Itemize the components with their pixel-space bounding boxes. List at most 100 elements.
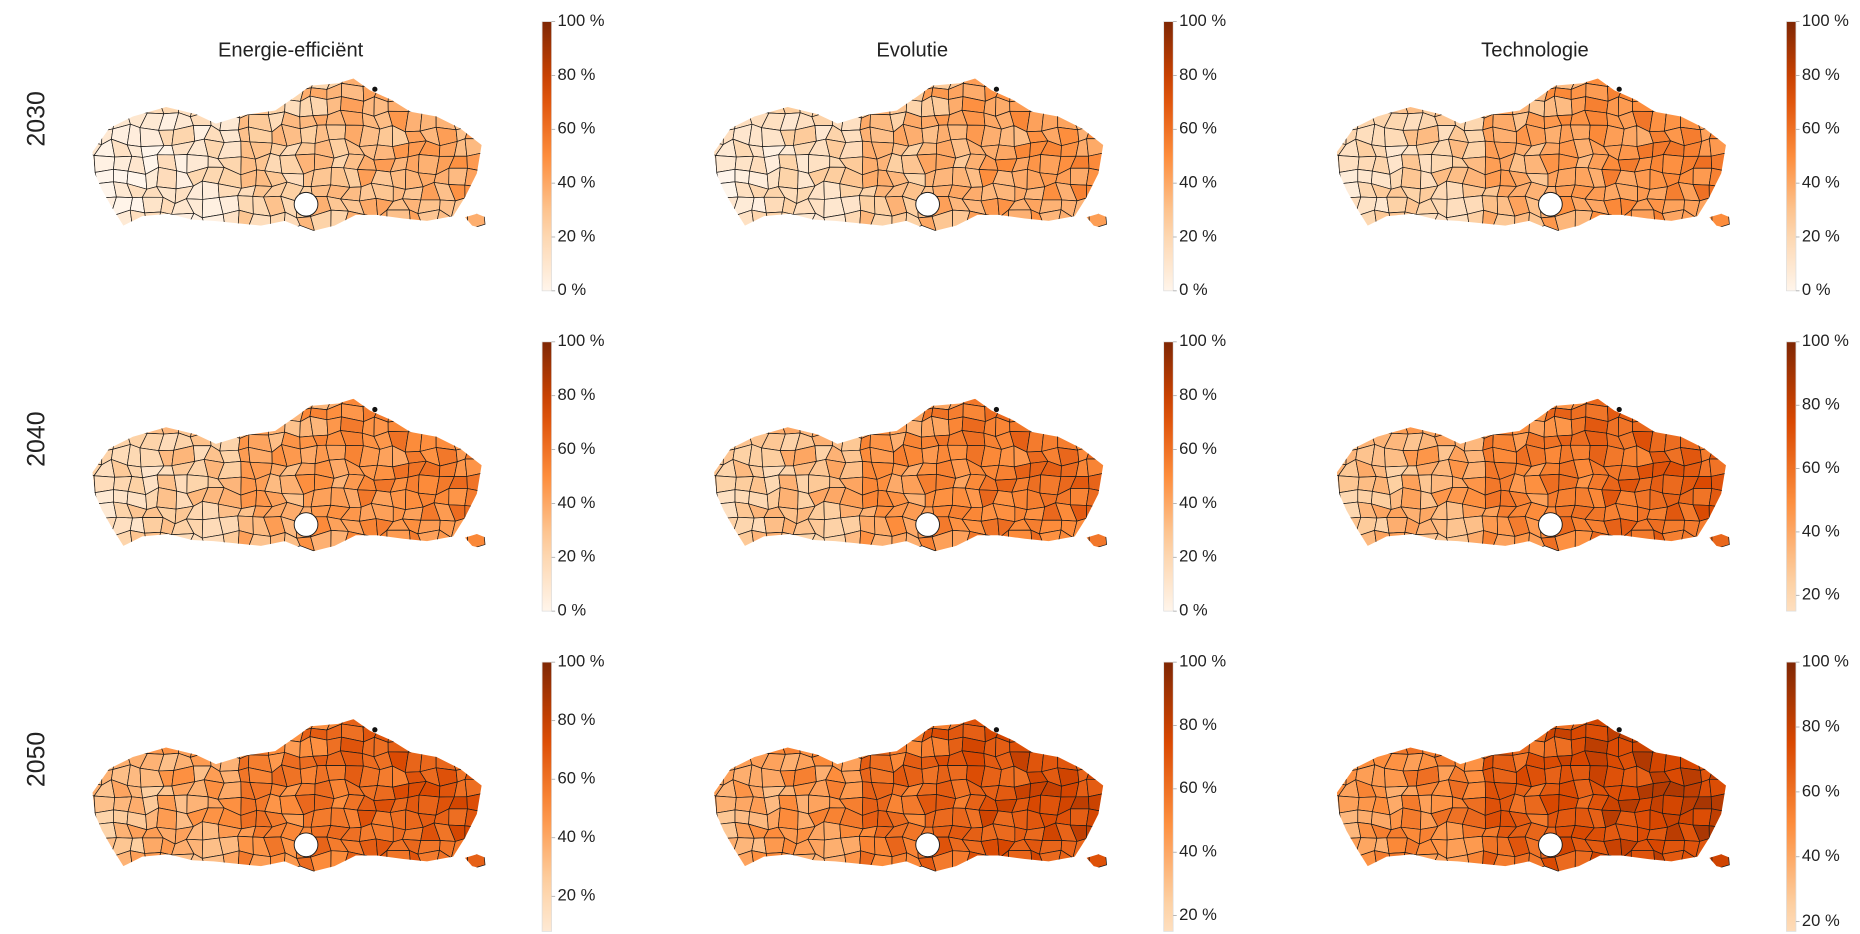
municipality bbox=[1387, 197, 1408, 213]
municipality bbox=[1389, 709, 1409, 729]
municipality bbox=[1329, 530, 1347, 548]
municipality bbox=[716, 711, 736, 729]
municipality bbox=[855, 727, 877, 740]
municipality bbox=[1323, 436, 1346, 452]
municipality bbox=[142, 84, 160, 101]
municipality bbox=[127, 99, 148, 112]
municipality bbox=[310, 737, 328, 757]
municipality bbox=[885, 708, 904, 727]
municipality bbox=[1447, 181, 1464, 199]
municipality bbox=[84, 210, 102, 228]
municipality bbox=[1663, 71, 1682, 87]
municipality bbox=[266, 84, 285, 104]
municipality bbox=[467, 473, 481, 491]
municipality bbox=[1089, 753, 1109, 770]
municipality bbox=[1555, 167, 1575, 186]
municipality bbox=[464, 727, 487, 742]
municipality bbox=[223, 741, 240, 759]
municipality bbox=[1511, 725, 1530, 745]
municipalities bbox=[79, 67, 487, 232]
municipality bbox=[1709, 809, 1729, 828]
municipality bbox=[248, 404, 268, 424]
municipality bbox=[1618, 785, 1640, 800]
municipality bbox=[1680, 420, 1695, 438]
municipality bbox=[813, 402, 829, 420]
municipality bbox=[82, 473, 95, 492]
municipality bbox=[748, 740, 769, 753]
municipality bbox=[1373, 724, 1392, 741]
municipality bbox=[1386, 99, 1408, 113]
municipality bbox=[1389, 853, 1405, 870]
municipality bbox=[1653, 737, 1667, 752]
municipality bbox=[1328, 88, 1340, 100]
municipality bbox=[1493, 214, 1515, 230]
municipality bbox=[110, 851, 133, 870]
municipality bbox=[192, 392, 207, 404]
municipality bbox=[1355, 210, 1378, 229]
municipality bbox=[468, 853, 485, 870]
municipality bbox=[1323, 116, 1346, 132]
municipality bbox=[256, 67, 266, 88]
municipality bbox=[1040, 711, 1059, 727]
municipality bbox=[1493, 725, 1513, 745]
municipality bbox=[844, 741, 861, 759]
municipality bbox=[389, 708, 404, 730]
municipality bbox=[986, 215, 1000, 230]
municipalities bbox=[1323, 708, 1731, 873]
municipality bbox=[1467, 100, 1484, 118]
municipality bbox=[1386, 404, 1404, 421]
municipality bbox=[405, 431, 422, 452]
municipality bbox=[311, 167, 331, 186]
municipality bbox=[1010, 82, 1032, 102]
municipality bbox=[1089, 112, 1109, 129]
municipality bbox=[467, 794, 481, 812]
municipality bbox=[160, 714, 179, 729]
municipality bbox=[1708, 87, 1731, 102]
municipality bbox=[1421, 74, 1436, 84]
municipality bbox=[932, 416, 950, 436]
municipality bbox=[706, 851, 724, 869]
municipality bbox=[83, 710, 95, 730]
municipality bbox=[1607, 389, 1624, 407]
municipality bbox=[363, 68, 380, 86]
municipality bbox=[1070, 809, 1089, 826]
municipality bbox=[1609, 535, 1623, 550]
map-panel bbox=[79, 708, 487, 873]
municipality bbox=[1555, 808, 1575, 827]
municipality bbox=[1709, 767, 1731, 779]
municipality bbox=[405, 711, 425, 729]
municipality bbox=[1436, 402, 1452, 420]
municipality bbox=[707, 198, 724, 214]
municipality bbox=[1696, 70, 1714, 88]
colorbar-tick-label: 80 % bbox=[1802, 716, 1840, 735]
municipality bbox=[1386, 740, 1408, 754]
municipality bbox=[311, 488, 331, 507]
municipality bbox=[192, 72, 207, 84]
municipality bbox=[1525, 68, 1548, 90]
municipality bbox=[1693, 168, 1712, 185]
figure: Energie-efficiëntEvolutieTechnologie2030… bbox=[0, 0, 1860, 934]
municipality bbox=[464, 418, 487, 434]
municipality bbox=[855, 388, 878, 409]
municipality bbox=[1040, 83, 1059, 100]
municipality bbox=[812, 111, 833, 126]
municipality bbox=[732, 210, 755, 229]
municipality bbox=[1073, 391, 1091, 409]
colorbar-tick-label: 80 % bbox=[1179, 65, 1217, 84]
municipality bbox=[172, 854, 194, 866]
municipality bbox=[192, 722, 208, 740]
municipality bbox=[1339, 88, 1359, 99]
municipality bbox=[1709, 185, 1731, 198]
municipality bbox=[1026, 71, 1046, 89]
colorbar-tick-label: 40 % bbox=[1802, 846, 1840, 865]
municipality bbox=[1452, 725, 1471, 743]
municipality bbox=[110, 210, 133, 229]
municipality bbox=[142, 724, 160, 741]
colorbar-tick-label: 0 % bbox=[558, 601, 587, 620]
municipality bbox=[1711, 153, 1725, 171]
municipality bbox=[465, 198, 487, 214]
municipality bbox=[1436, 392, 1451, 404]
municipality bbox=[234, 727, 256, 740]
colorbar-tick-label: 100 % bbox=[558, 331, 605, 350]
municipality bbox=[1618, 465, 1640, 480]
